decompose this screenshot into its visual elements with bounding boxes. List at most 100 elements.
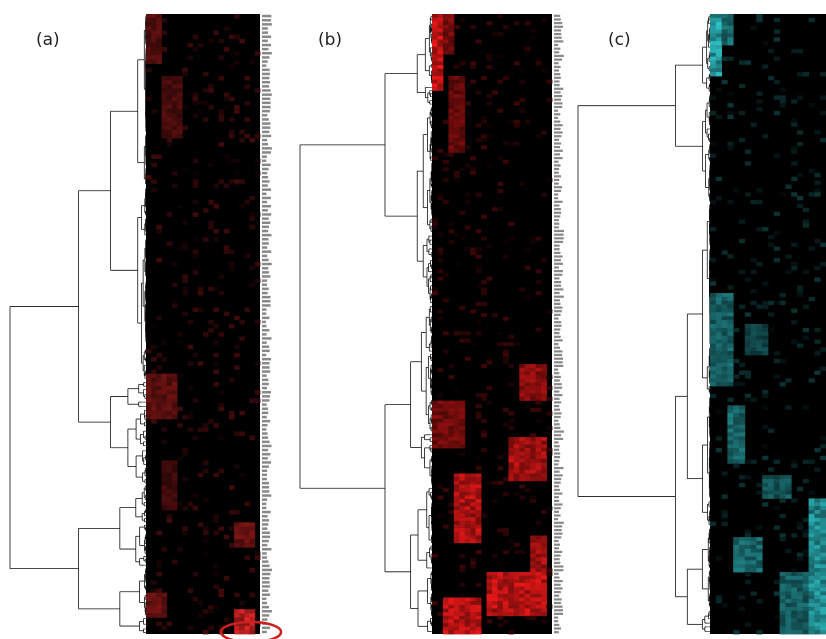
heatmap-cell bbox=[182, 125, 188, 131]
heatmap-cell bbox=[530, 608, 537, 613]
heatmap-cell bbox=[785, 583, 792, 588]
heatmap-cell bbox=[161, 596, 168, 602]
row-label-mark bbox=[554, 175, 561, 178]
heatmap-cell bbox=[464, 630, 471, 635]
heatmap-cell bbox=[820, 622, 826, 627]
heatmap-cell bbox=[802, 517, 809, 523]
heatmap-cell bbox=[721, 362, 728, 368]
heatmap-cell bbox=[151, 398, 157, 403]
heatmap-cell bbox=[541, 17, 547, 22]
heatmap-cell bbox=[715, 312, 722, 317]
heatmap-cell bbox=[530, 240, 537, 245]
heatmap-cell bbox=[721, 471, 728, 476]
heatmap-cell bbox=[432, 65, 438, 70]
heatmap-cell bbox=[785, 606, 792, 612]
heatmap-cell bbox=[791, 463, 798, 468]
heatmap-cell bbox=[808, 587, 815, 592]
heatmap-cell bbox=[492, 582, 498, 587]
heatmap-cell bbox=[756, 564, 763, 569]
heatmap-cell bbox=[218, 435, 225, 441]
row-label-mark bbox=[262, 105, 271, 109]
heatmap-cell bbox=[249, 567, 256, 573]
heatmap-cell bbox=[519, 440, 526, 445]
row-label-mark bbox=[262, 444, 272, 448]
row-label-mark bbox=[262, 432, 268, 435]
heatmap-cell bbox=[223, 576, 230, 581]
heatmap-cell bbox=[464, 112, 471, 117]
heatmap-cell bbox=[192, 237, 199, 242]
heatmap-cell bbox=[814, 277, 821, 282]
heatmap-cell bbox=[151, 47, 157, 52]
heatmap-cell bbox=[773, 475, 780, 480]
heatmap-cell bbox=[218, 390, 225, 395]
heatmap-cell bbox=[453, 134, 460, 139]
heatmap-cell bbox=[171, 84, 178, 89]
heatmap-cell bbox=[234, 534, 240, 540]
heatmap-cell bbox=[492, 572, 498, 576]
heatmap-cell bbox=[442, 444, 449, 449]
heatmap-cell bbox=[519, 473, 526, 478]
row-label-mark bbox=[262, 81, 270, 84]
heatmap-cell bbox=[481, 313, 487, 318]
heatmap-cell bbox=[203, 237, 209, 242]
heatmap-cell bbox=[234, 592, 240, 598]
row-label-mark bbox=[262, 138, 268, 142]
heatmap-cell bbox=[779, 606, 786, 612]
heatmap-cell bbox=[448, 437, 455, 442]
heatmap-cell bbox=[151, 605, 157, 610]
heatmap-cell bbox=[773, 479, 780, 484]
heatmap-cell bbox=[453, 389, 460, 394]
heatmap-cell bbox=[171, 390, 178, 395]
heatmap-cell bbox=[249, 282, 256, 288]
heatmap-cell bbox=[442, 601, 449, 606]
heatmap-cell bbox=[223, 104, 230, 110]
row-label-mark bbox=[554, 434, 562, 437]
heatmap-cell bbox=[524, 393, 531, 398]
heatmap-cell bbox=[161, 605, 168, 610]
heatmap-cell bbox=[541, 389, 547, 394]
heatmap-cell bbox=[208, 419, 214, 424]
heatmap-cell bbox=[797, 130, 804, 135]
heatmap-cell bbox=[182, 67, 188, 73]
heatmap-cell bbox=[166, 142, 173, 147]
heatmap-cell bbox=[464, 517, 471, 522]
heatmap-cell bbox=[756, 548, 763, 554]
row-label-mark bbox=[262, 180, 270, 183]
heatmap-cell bbox=[756, 552, 763, 557]
heatmap-cell bbox=[442, 50, 449, 55]
heatmap-cell bbox=[453, 105, 460, 110]
heatmap-cell bbox=[524, 455, 531, 460]
heatmap-cell bbox=[513, 437, 520, 442]
heatmap-cell bbox=[453, 524, 460, 529]
heatmap-cell bbox=[208, 162, 214, 168]
heatmap-cell bbox=[524, 294, 531, 299]
heatmap-cell bbox=[442, 597, 449, 602]
heatmap-cell bbox=[785, 572, 792, 577]
heatmap-cell bbox=[502, 593, 509, 598]
row-label-mark bbox=[554, 550, 563, 553]
heatmap-cell bbox=[192, 249, 199, 255]
heatmap-cell bbox=[750, 335, 757, 340]
heatmap-cell bbox=[218, 55, 225, 60]
heatmap-cell bbox=[442, 433, 449, 438]
heatmap-cell bbox=[710, 29, 717, 34]
heatmap-cell bbox=[750, 541, 757, 546]
heatmap-cell bbox=[192, 171, 199, 176]
heatmap-cell bbox=[464, 506, 471, 511]
row-label-mark bbox=[554, 492, 563, 495]
heatmap-cell bbox=[213, 572, 219, 577]
heatmap-cell bbox=[492, 593, 498, 598]
heatmap-cell bbox=[541, 557, 547, 562]
row-label-mark bbox=[554, 412, 562, 415]
heatmap-cell bbox=[239, 600, 245, 606]
heatmap-cell bbox=[453, 499, 460, 504]
row-label-mark bbox=[262, 31, 269, 34]
heatmap-cell bbox=[814, 626, 821, 631]
heatmap-cell bbox=[733, 541, 740, 546]
heatmap-cell bbox=[727, 141, 734, 147]
heatmap-cell bbox=[802, 575, 809, 581]
heatmap-cell bbox=[166, 109, 173, 114]
heatmap-cell bbox=[727, 339, 734, 344]
heatmap-cell bbox=[541, 437, 547, 442]
heatmap-cell bbox=[710, 370, 717, 375]
